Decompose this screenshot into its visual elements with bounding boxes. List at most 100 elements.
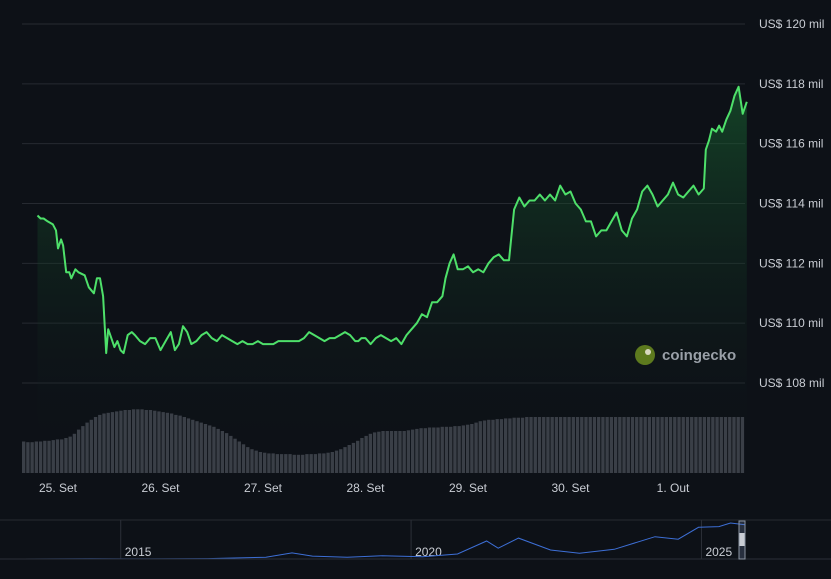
y-tick-label: US$ 116 mil bbox=[759, 137, 823, 151]
volume-bar bbox=[131, 409, 136, 473]
volume-bar bbox=[643, 417, 647, 473]
volume-bar bbox=[618, 417, 622, 473]
volume-bar bbox=[694, 417, 698, 473]
volume-bar bbox=[389, 431, 394, 473]
navigator-line bbox=[21, 522, 746, 560]
y-tick-label: US$ 118 mil bbox=[759, 77, 823, 91]
volume-bar bbox=[191, 419, 195, 473]
x-tick-label: 1. Out bbox=[657, 481, 690, 495]
volume-bar bbox=[440, 426, 444, 473]
volume-bar bbox=[495, 419, 499, 473]
volume-bar bbox=[444, 426, 449, 473]
volume-bar bbox=[356, 440, 360, 473]
volume-bar bbox=[567, 417, 571, 473]
volume-bar bbox=[630, 417, 635, 473]
volume-bar bbox=[199, 422, 203, 473]
volume-bar bbox=[385, 431, 389, 473]
volume-bar bbox=[372, 432, 377, 473]
volume-bar bbox=[546, 417, 550, 473]
x-tick-label: 28. Set bbox=[346, 481, 385, 495]
x-tick-label: 27. Set bbox=[244, 481, 283, 495]
volume-bar bbox=[651, 417, 656, 473]
volume-bar bbox=[55, 439, 60, 473]
volume-bar bbox=[216, 428, 220, 473]
volume-bar bbox=[512, 417, 516, 473]
range-navigator[interactable]: 2015 2020 2025 bbox=[0, 519, 831, 560]
volume-bar bbox=[30, 442, 34, 473]
volume-bar bbox=[22, 441, 26, 473]
volume-bar bbox=[186, 418, 191, 473]
volume-bar bbox=[668, 417, 673, 473]
volume-bar bbox=[398, 431, 402, 473]
volume-bar bbox=[377, 431, 381, 473]
volume-bar bbox=[267, 453, 271, 473]
volume-bar bbox=[588, 417, 592, 473]
volume-bar bbox=[292, 454, 296, 473]
volume-bar bbox=[98, 414, 102, 473]
volume-bar bbox=[571, 417, 575, 473]
volume-bar bbox=[575, 417, 580, 473]
volume-bar bbox=[195, 421, 199, 473]
volume-bar bbox=[449, 426, 453, 473]
volume-bar bbox=[711, 417, 715, 473]
volume-bar bbox=[326, 452, 330, 473]
volume-bar bbox=[157, 411, 161, 473]
volume-bar bbox=[381, 431, 385, 473]
volume-bar bbox=[504, 418, 508, 473]
navigator-year-label: 2025 bbox=[705, 545, 732, 559]
volume-bar bbox=[605, 417, 609, 473]
volume-bar bbox=[288, 454, 292, 473]
volume-bar bbox=[110, 412, 115, 473]
volume-bar bbox=[347, 445, 351, 473]
volume-bar bbox=[296, 454, 301, 473]
volume-bar bbox=[106, 412, 110, 473]
volume-bar bbox=[136, 409, 140, 473]
volume-bar bbox=[461, 425, 466, 473]
volume-bar bbox=[597, 417, 601, 473]
volume-bar bbox=[102, 413, 106, 473]
volume-bar bbox=[254, 450, 258, 473]
volume-bar bbox=[491, 419, 495, 473]
volume-bar bbox=[635, 417, 639, 473]
volume-bar bbox=[284, 454, 288, 473]
volume-bar bbox=[415, 428, 419, 473]
volume-bar bbox=[453, 426, 457, 473]
volume-bar bbox=[144, 410, 148, 473]
volume-bar bbox=[482, 420, 487, 473]
volume-bar bbox=[474, 422, 478, 473]
volume-bar bbox=[47, 440, 51, 473]
volume-bar bbox=[558, 417, 563, 473]
volume-bar bbox=[364, 435, 368, 473]
x-tick-label: 25. Set bbox=[39, 481, 78, 495]
volume-bar bbox=[224, 433, 229, 473]
volume-bar bbox=[174, 414, 178, 473]
volume-bar bbox=[554, 417, 559, 473]
volume-bar bbox=[436, 427, 440, 473]
volume-bar bbox=[313, 454, 318, 473]
volume-bar bbox=[140, 409, 144, 473]
volume-bar bbox=[563, 417, 567, 473]
volume-bar bbox=[115, 411, 119, 473]
volume-bar bbox=[161, 412, 165, 473]
volume-bar bbox=[639, 417, 643, 473]
navigator-year-label: 2015 bbox=[125, 545, 152, 559]
navigator-handle[interactable] bbox=[739, 533, 745, 546]
volume-bar bbox=[85, 422, 89, 473]
volume-bar bbox=[93, 417, 98, 473]
volume-bar bbox=[508, 418, 512, 473]
volume-bar bbox=[681, 417, 685, 473]
volume-bar bbox=[182, 417, 186, 473]
volume-bar bbox=[702, 417, 707, 473]
volume-bar bbox=[72, 433, 77, 473]
volume-bar bbox=[419, 428, 423, 473]
volume-bar bbox=[127, 410, 132, 473]
volume-bar bbox=[520, 417, 525, 473]
volume-bar bbox=[208, 425, 212, 473]
volume-bar bbox=[81, 426, 85, 473]
volume-bar bbox=[736, 417, 740, 473]
volume-bar bbox=[68, 436, 72, 473]
x-axis-labels: 25. Set 26. Set 27. Set 28. Set 29. Set 30. S… bbox=[39, 481, 690, 495]
volume-bar bbox=[153, 410, 157, 473]
volume-bar bbox=[592, 417, 597, 473]
